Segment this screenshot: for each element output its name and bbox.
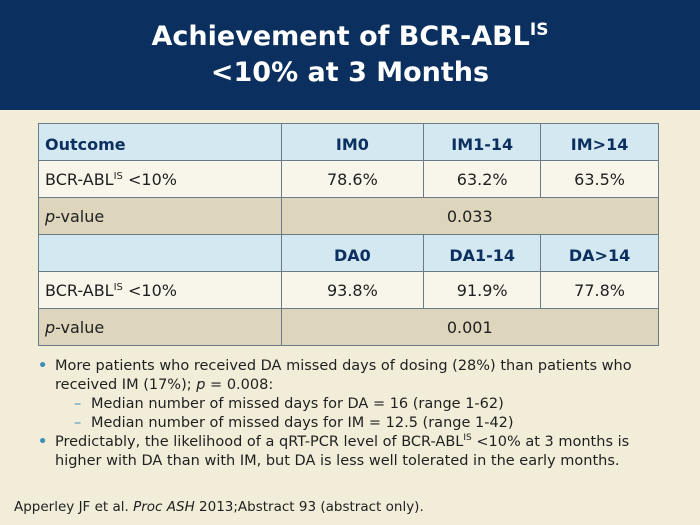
im-row-label: BCR-ABLIS <10% — [38, 160, 282, 198]
citation-end: 2013;Abstract 93 (abstract only). — [194, 499, 424, 515]
im-pvalue-row: p-value 0.033 — [38, 197, 660, 235]
label-sup: IS — [113, 170, 123, 182]
bullet-predictably: • Predictably, the likelihood of a qRT-PC… — [38, 433, 678, 471]
citation: Apperley JF et al. Proc ASH 2013;Abstrac… — [14, 499, 424, 515]
bullet-text: Predictably, the likelihood of a qRT-PCR… — [55, 434, 464, 450]
slide-title-line-2: <10% at 3 Months — [210, 57, 490, 88]
slide-title-line-1: Achievement of BCR-ABLIS — [152, 19, 549, 55]
da-result-row: BCR-ABLIS <10% 93.8% 91.9% 77.8% — [38, 271, 659, 309]
pvalue-rest: -value — [55, 206, 105, 226]
results-table: Outcome IM0 IM1-14 IM>14 BCR-ABLIS <10% … — [38, 123, 660, 346]
bullet-missed-dosing: • More patients who received DA missed da… — [38, 357, 678, 395]
subbullet-text: Median number of missed days for IM = 12… — [91, 415, 514, 431]
da1-14-header: DA1-14 — [423, 234, 542, 272]
da-pvalue: 0.001 — [280, 308, 660, 346]
outcome-header: Outcome — [38, 123, 282, 161]
subbullet-im-median: – Median number of missed days for IM = 1… — [38, 414, 678, 433]
label-main: BCR-ABL — [45, 280, 114, 300]
im1-14-header: IM1-14 — [423, 123, 542, 161]
da0-header: DA0 — [280, 234, 425, 272]
label-main: BCR-ABL — [45, 169, 114, 189]
citation-journal: Proc ASH — [133, 499, 195, 515]
im-header-row: Outcome IM0 IM1-14 IM>14 — [38, 123, 659, 161]
bullet-text-end: <10% at 3 months is higher with DA than … — [55, 434, 630, 469]
da-pvalue-row: p-value 0.001 — [38, 308, 660, 346]
im-pvalue-label: p-value — [38, 197, 282, 235]
da0-value: 93.8% — [280, 271, 425, 309]
bullet-p-italic: p — [196, 377, 206, 393]
citation-start: Apperley JF et al. — [14, 499, 134, 515]
da-over-14-header: DA>14 — [540, 234, 659, 272]
im1-14-value: 63.2% — [423, 160, 542, 198]
pvalue-rest: -value — [55, 317, 105, 337]
label-rest: <10% — [122, 169, 177, 189]
label-sup: IS — [113, 281, 123, 293]
title-superscript: IS — [529, 20, 549, 40]
subbullet-da-median: – Median number of missed days for DA = 1… — [38, 395, 678, 414]
im-pvalue: 0.033 — [280, 197, 660, 235]
bullet-superscript: IS — [463, 433, 472, 443]
bullet-text: More patients who received DA missed day… — [55, 358, 632, 393]
label-rest: <10% — [122, 280, 177, 300]
bullet-list: • More patients who received DA missed da… — [38, 357, 678, 471]
im0-value: 78.6% — [280, 160, 425, 198]
da1-14-value: 91.9% — [423, 271, 542, 309]
p-italic: p — [45, 206, 56, 226]
title-text: Achievement of BCR-ABL — [151, 21, 530, 52]
im-over-14-header: IM>14 — [540, 123, 659, 161]
subbullet-text: Median number of missed days for DA = 16… — [91, 396, 504, 412]
im-over-14-value: 63.5% — [540, 160, 659, 198]
da-pvalue-label: p-value — [38, 308, 282, 346]
bullet-text-end: = 0.008: — [205, 377, 274, 393]
da-row-label: BCR-ABLIS <10% — [38, 271, 282, 309]
bullet-dot-icon: • — [38, 358, 48, 374]
dash-icon: – — [74, 415, 82, 431]
p-italic: p — [45, 317, 56, 337]
im0-header: IM0 — [280, 123, 425, 161]
slide-header: Achievement of BCR-ABLIS <10% at 3 Month… — [0, 0, 700, 110]
dash-icon: – — [74, 396, 82, 412]
da-blank-header — [38, 234, 282, 272]
da-over-14-value: 77.8% — [540, 271, 659, 309]
im-result-row: BCR-ABLIS <10% 78.6% 63.2% 63.5% — [38, 160, 659, 198]
bullet-dot-icon: • — [38, 434, 48, 450]
da-header-row: DA0 DA1-14 DA>14 — [38, 234, 659, 272]
